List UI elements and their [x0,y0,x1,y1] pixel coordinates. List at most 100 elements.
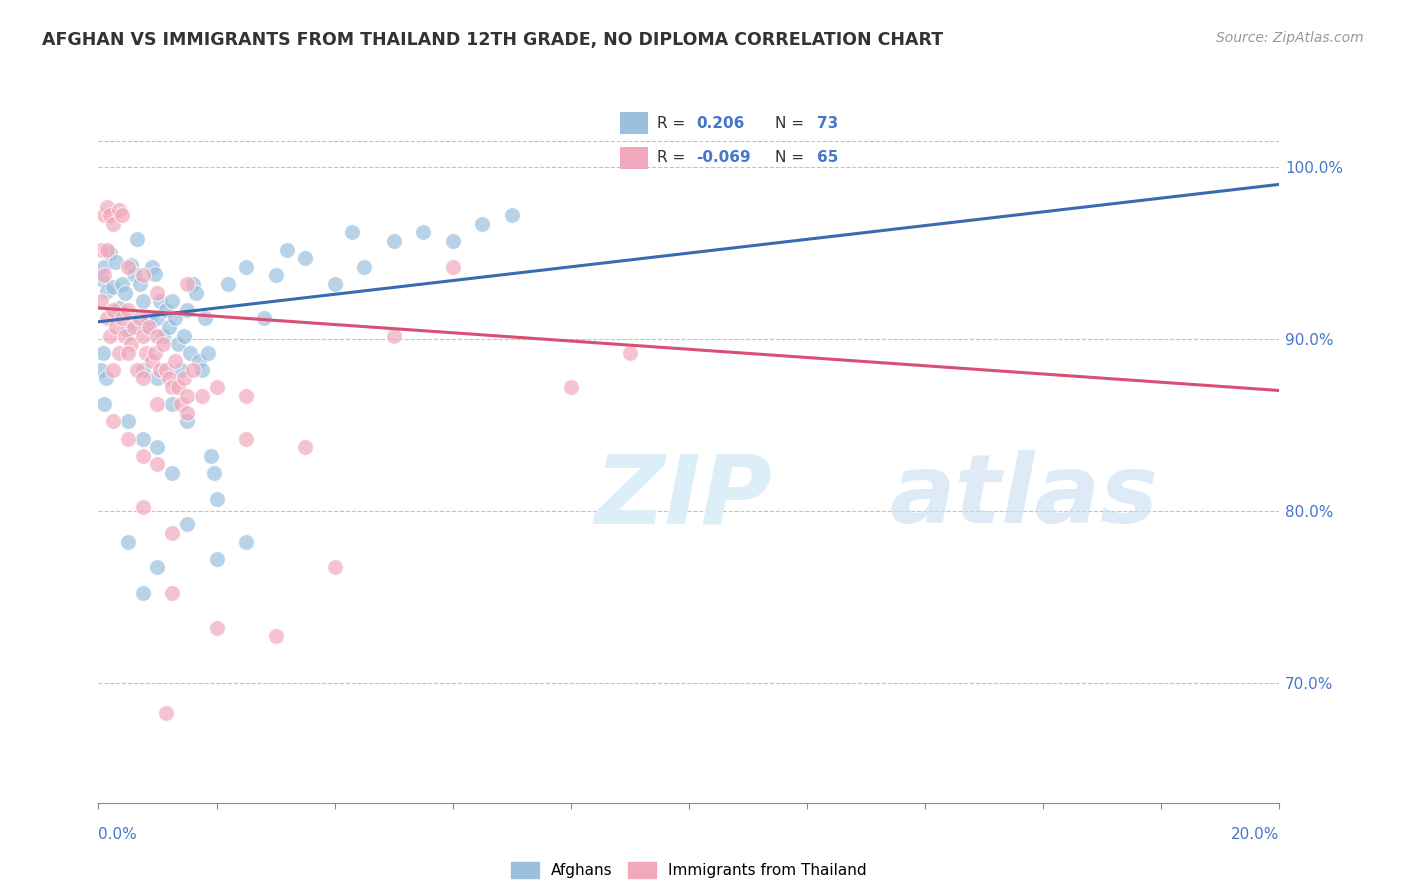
Point [323,560,346,574]
Point [276,243,298,257]
Point [165,354,187,368]
Point [146,440,169,454]
Point [205,552,228,566]
Point [135,345,157,359]
Point [162,294,183,309]
Point [157,320,180,334]
Point [96,200,118,214]
Point [149,363,172,377]
Text: AFGHAN VS IMMIGRANTS FROM THAILAND 12TH GRADE, NO DIPLOMA CORRELATION CHART: AFGHAN VS IMMIGRANTS FROM THAILAND 12TH … [42,31,943,49]
Text: R =: R = [657,116,690,130]
Point [202,466,225,480]
Point [117,534,139,549]
Point [217,277,239,291]
Point [162,586,183,600]
Point [96,311,118,326]
Point [176,302,198,317]
Point [181,363,204,377]
Text: Source: ZipAtlas.com: Source: ZipAtlas.com [1216,31,1364,45]
Point [162,526,183,541]
Point [138,320,160,334]
Point [94,371,117,385]
Point [117,414,139,428]
Point [146,285,169,300]
Point [173,371,195,385]
Point [162,397,183,411]
Point [412,226,434,240]
Point [90,294,112,309]
Point [108,203,131,218]
Point [323,277,346,291]
Point [155,363,177,377]
Text: R =: R = [657,151,690,165]
Point [132,294,155,309]
Point [176,517,198,532]
Text: 73: 73 [817,116,838,130]
Point [103,217,125,231]
Text: ZIP: ZIP [595,450,772,543]
Point [111,208,134,222]
Point [132,449,155,463]
Point [138,311,160,326]
Point [132,268,155,283]
Point [184,285,207,300]
Point [105,320,128,334]
Point [90,243,112,257]
Point [146,560,169,574]
Point [194,311,217,326]
Point [135,318,157,333]
Point [165,311,187,326]
Point [235,534,257,549]
Text: atlas: atlas [890,450,1159,543]
Point [117,260,139,274]
Point [91,345,114,359]
Point [122,320,145,334]
Point [128,277,150,291]
Point [294,251,316,265]
Point [96,284,118,298]
Point [205,380,228,394]
Point [111,311,134,326]
Point [143,345,166,359]
Text: 20.0%: 20.0% [1232,827,1279,841]
Point [170,397,193,411]
Point [93,397,115,411]
Point [132,371,155,385]
Point [155,302,177,317]
Point [132,363,155,377]
Point [132,586,155,600]
Point [105,254,128,268]
Point [264,268,287,283]
Text: 0.0%: 0.0% [98,827,138,841]
Point [125,232,148,246]
Point [141,354,163,368]
Point [103,302,125,317]
Text: 0.206: 0.206 [696,116,744,130]
Point [162,466,183,480]
Text: N =: N = [775,116,808,130]
Point [90,272,112,286]
Point [90,363,112,377]
Point [143,267,166,281]
Point [170,363,193,377]
Point [93,260,115,274]
Point [146,397,169,411]
Point [114,285,136,300]
Point [197,345,219,359]
Point [382,328,405,343]
Text: -0.069: -0.069 [696,151,751,165]
Point [191,389,214,403]
Text: N =: N = [775,151,808,165]
Point [103,363,125,377]
Point [108,301,131,315]
Point [108,345,131,359]
Point [235,432,257,446]
Point [353,260,375,274]
Point [93,208,115,222]
Point [98,328,121,343]
Point [294,440,316,454]
Point [122,267,145,281]
Point [132,328,155,343]
Point [176,414,198,428]
Point [155,706,177,721]
